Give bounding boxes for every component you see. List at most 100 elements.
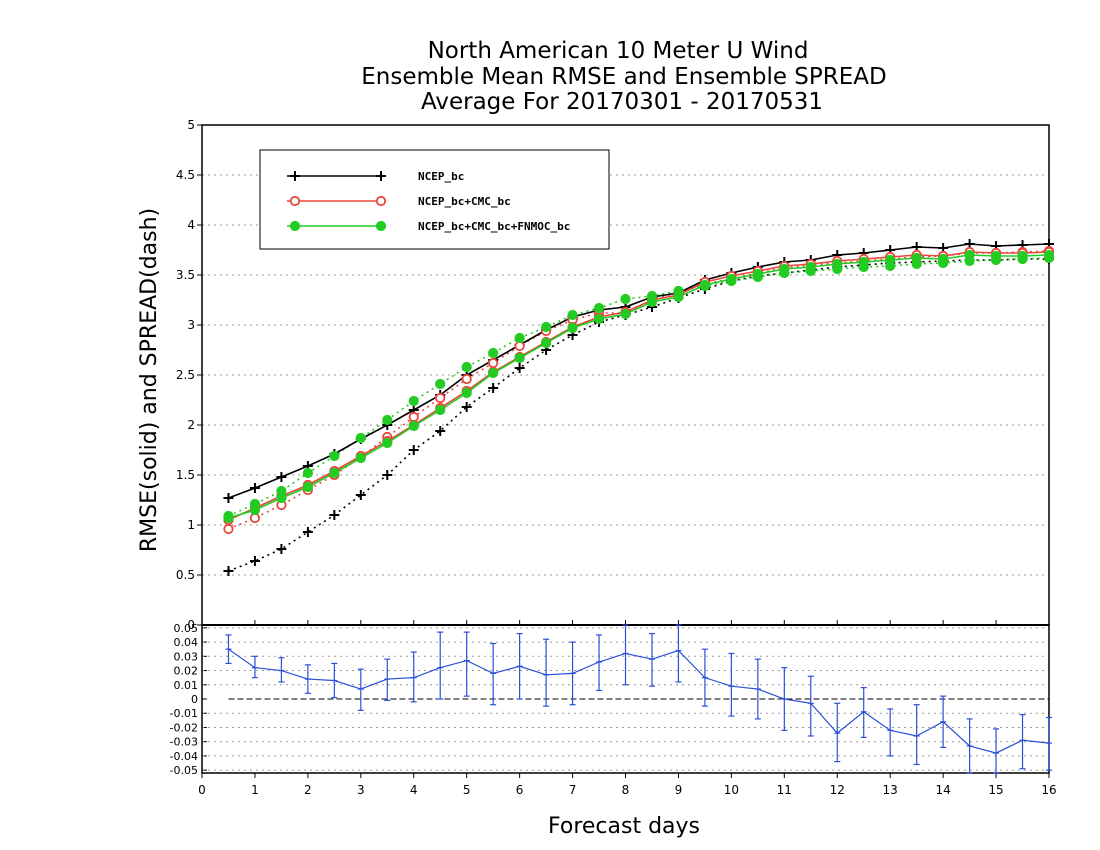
rmse-point-series-3 bbox=[408, 420, 419, 432]
rmse-point-series-3 bbox=[567, 322, 578, 334]
legend-marker-1 bbox=[290, 171, 300, 181]
rmse-point-series-3 bbox=[461, 387, 472, 399]
legend-marker-2 bbox=[375, 195, 387, 207]
rmse-point-series-3 bbox=[223, 512, 234, 524]
rmse-point-series-3 bbox=[1043, 249, 1055, 261]
x-tick-label: 4 bbox=[410, 783, 418, 797]
spread-point-series-2 bbox=[461, 373, 472, 385]
y-tick-label: 3.5 bbox=[176, 268, 195, 282]
rmse-point-series-3 bbox=[276, 492, 287, 504]
rmse-point-series-3 bbox=[646, 296, 658, 308]
rmse-point-series-3 bbox=[885, 254, 896, 266]
legend-marker-1 bbox=[376, 171, 386, 181]
legend-marker-3 bbox=[375, 220, 387, 232]
spread-point-series-1 bbox=[435, 426, 446, 436]
spread-point-series-1 bbox=[355, 490, 366, 500]
rmse-point-series-3 bbox=[858, 256, 869, 268]
spread-point-series-1 bbox=[302, 527, 313, 537]
spread-point-series-3 bbox=[382, 414, 393, 426]
rmse-point-series-3 bbox=[1017, 250, 1028, 262]
y-tick-label: 5 bbox=[187, 118, 195, 132]
rmse-point-series-3 bbox=[805, 261, 816, 273]
x-tick-label: 8 bbox=[622, 783, 630, 797]
diff-y-tick-label: 0.04 bbox=[174, 636, 199, 649]
y-tick-label: 0 bbox=[187, 618, 195, 632]
rmse-point-series-3 bbox=[593, 313, 605, 325]
spread-point-series-1 bbox=[514, 363, 525, 373]
rmse-line-series-1 bbox=[228, 243, 1050, 499]
x-tick-label: 15 bbox=[988, 783, 1003, 797]
spread-point-series-1 bbox=[408, 445, 419, 455]
legend-marker-3 bbox=[289, 220, 301, 232]
chart-title-line-2: Ensemble Mean RMSE and Ensemble SPREAD bbox=[361, 64, 886, 90]
y-tick-label: 2 bbox=[187, 418, 195, 432]
rmse-point-series-3 bbox=[726, 273, 737, 285]
x-tick-label: 12 bbox=[830, 783, 845, 797]
spread-line-series-3 bbox=[228, 257, 1050, 517]
y-tick-label: 4.5 bbox=[176, 168, 195, 182]
spread-point-series-1 bbox=[329, 510, 340, 520]
x-tick-label: 6 bbox=[516, 783, 524, 797]
x-tick-label: 7 bbox=[569, 783, 577, 797]
diff-y-tick-label: 0.03 bbox=[174, 650, 199, 663]
spread-point-series-3 bbox=[540, 321, 552, 333]
x-tick-label: 2 bbox=[304, 783, 312, 797]
rmse-point-series-3 bbox=[514, 352, 525, 364]
diff-y-tick-label: -0.01 bbox=[170, 707, 198, 720]
diff-y-tick-label: -0.02 bbox=[170, 721, 198, 734]
rmse-point-series-3 bbox=[382, 437, 393, 449]
rmse-point-series-3 bbox=[435, 404, 446, 416]
rmse-point-series-3 bbox=[911, 252, 922, 264]
spread-point-series-1 bbox=[276, 544, 287, 554]
y-tick-label: 4 bbox=[187, 218, 195, 232]
difference-plot: 0.050.040.030.020.010-0.01-0.02-0.03-0.0… bbox=[170, 622, 1057, 797]
legend-box bbox=[259, 149, 610, 250]
x-tick-label: 16 bbox=[1041, 783, 1056, 797]
rmse-point-series-3 bbox=[249, 504, 261, 516]
rmse-point-series-3 bbox=[329, 467, 340, 479]
spread-point-series-2 bbox=[223, 523, 234, 535]
rmse-point-series-1 bbox=[249, 483, 260, 493]
spread-point-series-3 bbox=[355, 432, 366, 444]
x-tick-label: 10 bbox=[724, 783, 739, 797]
y-tick-label: 3 bbox=[187, 318, 195, 332]
spread-point-series-1 bbox=[461, 402, 472, 412]
diff-y-tick-label: 0 bbox=[191, 693, 198, 706]
spread-point-series-3 bbox=[302, 467, 313, 479]
chart-legend: NCEP_bc NCEP_bc+CMC_bc NCEP_bc+CMC_bc+FNMO… bbox=[259, 149, 610, 250]
x-tick-label: 5 bbox=[463, 783, 471, 797]
rmse-point-series-3 bbox=[699, 279, 711, 291]
spread-point-series-3 bbox=[567, 309, 578, 321]
chart-title-line-3: Average For 20170301 - 20170531 bbox=[421, 89, 823, 115]
spread-point-series-1 bbox=[249, 556, 260, 566]
rmse-point-series-3 bbox=[964, 249, 975, 261]
rmse-point-series-3 bbox=[752, 268, 763, 280]
spread-point-series-3 bbox=[408, 395, 419, 407]
x-tick-label: 3 bbox=[357, 783, 365, 797]
spread-point-series-1 bbox=[223, 566, 234, 576]
spread-point-series-2 bbox=[488, 357, 499, 369]
spread-point-series-3 bbox=[435, 378, 446, 390]
spread-point-series-3 bbox=[593, 302, 605, 314]
legend-label-1: NCEP_bc bbox=[418, 170, 464, 183]
rmse-point-series-3 bbox=[488, 367, 499, 379]
rmse-point-series-3 bbox=[990, 250, 1002, 262]
spread-point-series-3 bbox=[329, 450, 340, 462]
y-tick-label: 1.5 bbox=[176, 468, 195, 482]
x-tick-label: 1 bbox=[251, 783, 259, 797]
y-tick-label: 1 bbox=[187, 518, 195, 532]
diff-y-tick-label: -0.04 bbox=[170, 750, 198, 763]
spread-point-series-1 bbox=[382, 470, 393, 480]
spread-point-series-3 bbox=[514, 332, 525, 344]
rmse-point-series-3 bbox=[355, 452, 366, 464]
rmse-point-series-3 bbox=[540, 337, 552, 349]
spread-point-series-2 bbox=[435, 392, 446, 404]
diff-y-tick-label: -0.03 bbox=[170, 736, 198, 749]
x-tick-label: 0 bbox=[198, 783, 206, 797]
rmse-point-series-3 bbox=[938, 253, 949, 265]
diff-y-tick-label: -0.05 bbox=[170, 764, 198, 777]
difference-line bbox=[228, 648, 1050, 754]
x-tick-label: 11 bbox=[777, 783, 792, 797]
rmse-point-series-3 bbox=[302, 481, 313, 493]
